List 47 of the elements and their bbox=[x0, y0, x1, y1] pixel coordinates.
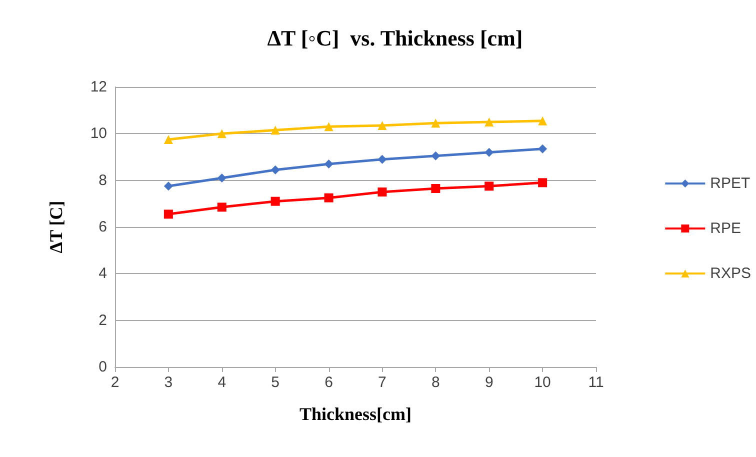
point bbox=[538, 116, 548, 126]
x-tick-label: 4 bbox=[218, 374, 226, 391]
y-tick-label: 6 bbox=[98, 218, 107, 236]
x-tick-label: 6 bbox=[324, 374, 333, 391]
point bbox=[431, 118, 440, 128]
point bbox=[217, 129, 226, 138]
x-tick-label: 8 bbox=[431, 374, 440, 391]
point bbox=[270, 196, 280, 206]
y-axis-title: ΔT [C] bbox=[46, 200, 66, 254]
point bbox=[164, 210, 173, 219]
x-tick-label: 11 bbox=[588, 374, 604, 391]
x-tick-label: 3 bbox=[164, 374, 173, 391]
legend-label: RXPS bbox=[710, 265, 752, 282]
point bbox=[270, 165, 280, 174]
x-tick-label: 10 bbox=[534, 374, 551, 391]
x-tick-label: 7 bbox=[378, 374, 386, 391]
point bbox=[324, 122, 334, 132]
point bbox=[538, 144, 548, 154]
point bbox=[217, 202, 226, 212]
point bbox=[378, 188, 387, 196]
x-tick-label: 9 bbox=[484, 374, 494, 391]
y-tick-label: 4 bbox=[98, 265, 107, 282]
y-tick-label: 0 bbox=[98, 358, 107, 376]
point bbox=[431, 184, 440, 193]
point bbox=[431, 151, 440, 160]
point bbox=[484, 148, 494, 157]
x-axis-title: Thickness[cm] bbox=[300, 404, 412, 424]
x-tick-label: 2 bbox=[110, 374, 120, 391]
x-tick-label: 5 bbox=[271, 374, 280, 391]
y-tick-label: 8 bbox=[98, 172, 107, 189]
y-tick-label: 2 bbox=[98, 312, 107, 329]
point bbox=[217, 174, 226, 182]
point bbox=[164, 182, 173, 191]
point bbox=[164, 135, 173, 144]
point bbox=[378, 154, 387, 164]
point bbox=[484, 118, 494, 126]
point bbox=[324, 193, 334, 202]
point bbox=[270, 126, 280, 135]
point bbox=[484, 182, 494, 191]
point bbox=[378, 121, 387, 130]
point bbox=[324, 160, 334, 168]
legend-label: RPE bbox=[710, 220, 741, 237]
y-tick-label: 12 bbox=[90, 78, 107, 96]
legend-label: RPET bbox=[710, 175, 750, 192]
chart-title: ΔT [◦C] vs. Thickness [cm] bbox=[267, 26, 523, 50]
point bbox=[538, 178, 548, 188]
y-tick-label: 10 bbox=[90, 125, 107, 142]
